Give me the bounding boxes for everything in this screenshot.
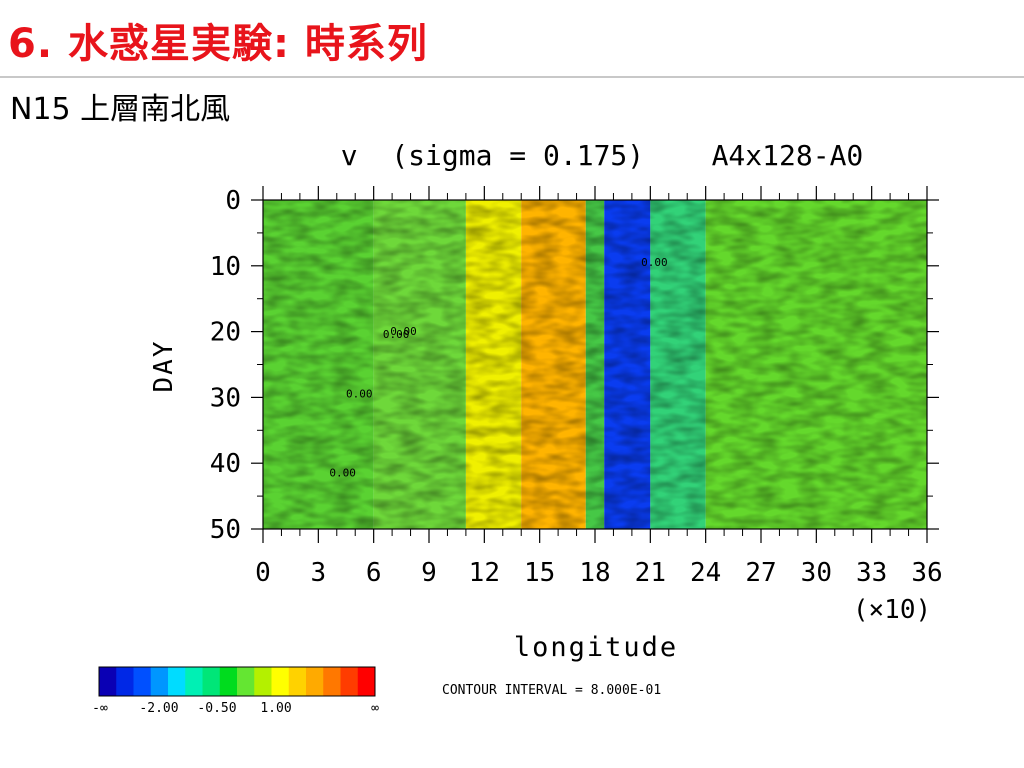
contour-label: 0.00 [390, 325, 417, 338]
contour-label: 0.00 [641, 256, 668, 269]
colorbar-swatch [357, 667, 376, 696]
contour-interval: CONTOUR INTERVAL = 8.000E-01 [442, 683, 661, 698]
x-tick-label: 9 [421, 558, 437, 588]
colorbar-swatch [202, 667, 221, 696]
colorbar-swatch [323, 667, 341, 696]
colorbar [98, 666, 376, 697]
x-axis-multiplier: (×10) [853, 595, 931, 625]
title-divider [0, 76, 1024, 78]
cb-label-neg-inf: -∞ [92, 701, 108, 716]
colorbar-swatch [150, 667, 169, 696]
colorbar-swatch [133, 667, 152, 696]
x-tick-label: 12 [469, 558, 500, 588]
colorbar-swatch [185, 667, 203, 696]
cb-label-m05: -0.50 [197, 701, 236, 716]
x-tick-label: 21 [635, 558, 666, 588]
slide-subtitle: N15 上層南北風 [10, 92, 231, 127]
y-tick-label: 10 [210, 252, 241, 282]
colorbar-swatch [288, 667, 307, 696]
contour-label: 0.00 [383, 328, 410, 341]
contour-label: 0.00 [346, 387, 373, 400]
y-tick-label: 40 [210, 449, 241, 479]
colorbar-swatch [254, 667, 272, 696]
slide-title: 6. 水惑星実験: 時系列 [8, 21, 428, 67]
chart-title: v (sigma = 0.175) A4x128-A0 [341, 139, 864, 172]
colorbar-swatch [237, 667, 255, 696]
cb-label-p1: 1.00 [260, 701, 291, 716]
x-tick-label: 15 [524, 558, 555, 588]
y-axis-label: DAY [149, 340, 179, 393]
colorbar-frame [98, 666, 376, 697]
x-axis-label: longitude [514, 632, 678, 663]
colorbar-swatch [99, 667, 117, 696]
x-tick-label: 3 [311, 558, 327, 588]
x-tick-label: 18 [579, 558, 610, 588]
x-tick-label: 36 [911, 558, 942, 588]
y-axis: 0 10 20 30 40 50 [210, 186, 939, 545]
colorbar-swatch [219, 667, 238, 696]
x-tick-label: 27 [745, 558, 776, 588]
colorbar-swatch [116, 667, 134, 696]
x-tick-label: 0 [255, 558, 271, 588]
y-tick-label: 50 [210, 515, 241, 545]
y-tick-label: 0 [225, 186, 241, 216]
x-tick-label: 33 [856, 558, 887, 588]
contour-texture [263, 200, 927, 529]
plot-area: 0.000.000.000.000.00 [263, 200, 927, 529]
cb-label-pos-inf: ∞ [371, 701, 379, 716]
y-tick-label: 20 [210, 318, 241, 348]
colorbar-swatch [340, 667, 359, 696]
colorbar-swatch [168, 667, 186, 696]
y-tick-label: 30 [210, 383, 241, 413]
x-tick-label: 30 [801, 558, 832, 588]
cb-label-m2: -2.00 [139, 701, 178, 716]
x-tick-label: 24 [690, 558, 721, 588]
x-axis: 0 3 6 9 12 15 18 21 24 27 30 33 36 [255, 186, 943, 588]
contour-label: 0.00 [329, 466, 356, 479]
x-tick-label: 6 [366, 558, 382, 588]
colorbar-swatch [271, 667, 290, 696]
colorbar-swatch [306, 667, 324, 696]
